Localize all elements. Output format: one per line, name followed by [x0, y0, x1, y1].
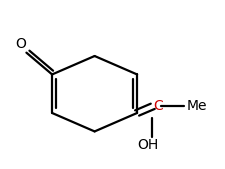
Text: OH: OH	[138, 138, 159, 152]
Text: C: C	[153, 99, 162, 113]
Text: Me: Me	[186, 99, 207, 113]
Text: O: O	[15, 37, 26, 51]
